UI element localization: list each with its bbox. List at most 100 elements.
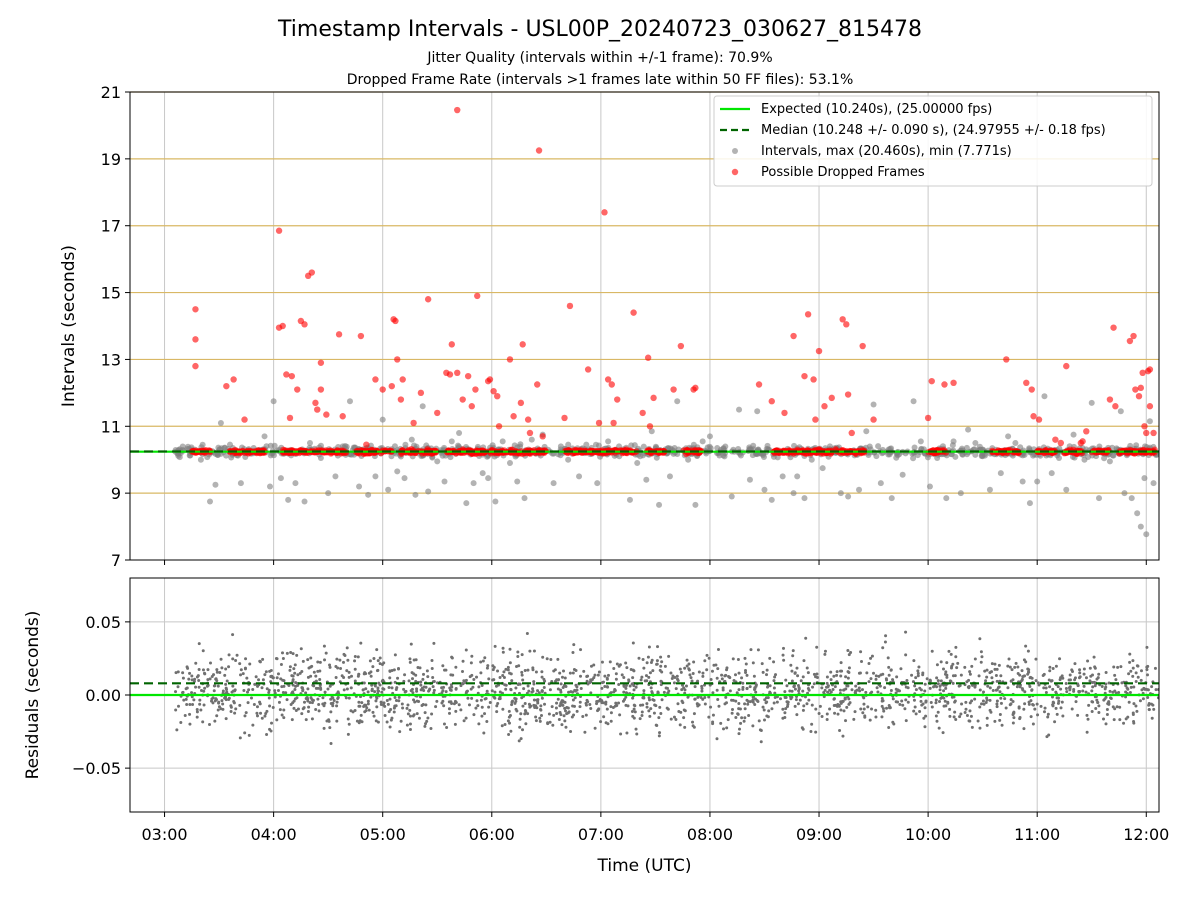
residual-point [1056, 685, 1060, 689]
residual-point [933, 684, 937, 688]
residual-point [766, 715, 770, 719]
residual-point [242, 688, 246, 692]
residual-point [440, 701, 444, 705]
residual-point [508, 661, 512, 665]
residual-point [1064, 681, 1068, 685]
interval-point-51 [565, 456, 572, 463]
dropped-point-6 [275, 227, 283, 234]
residual-point [985, 696, 989, 700]
residual-point [1065, 690, 1069, 694]
residual-point [949, 652, 953, 656]
residual-point [277, 700, 281, 704]
residual-point [1146, 673, 1150, 677]
residual-point [430, 659, 434, 663]
residual-point [408, 722, 412, 726]
residual-point [895, 675, 899, 679]
dropped-point-87 [812, 416, 819, 423]
residual-point [420, 704, 424, 708]
residual-point [1117, 691, 1121, 695]
residual-point [1125, 686, 1129, 690]
residual-point [860, 688, 864, 692]
interval-point-44 [506, 460, 513, 467]
residual-point [493, 644, 497, 648]
residual-point [314, 708, 318, 712]
residual-point [924, 700, 928, 704]
residual-point [197, 678, 201, 682]
residual-point [317, 709, 321, 713]
residual-point [934, 701, 938, 705]
residual-point [839, 674, 843, 678]
residual-point [913, 705, 917, 709]
residual-point [1132, 685, 1136, 689]
residual-point [270, 721, 274, 725]
residual-point [923, 706, 927, 710]
residual-point [1097, 711, 1101, 715]
dropped-point-119 [1135, 393, 1143, 400]
residual-point [442, 704, 446, 708]
residual-point [717, 704, 721, 708]
residual-point [801, 675, 805, 679]
residual-point [508, 671, 512, 675]
residual-point [916, 671, 920, 675]
residual-point [552, 713, 556, 717]
residual-point [490, 689, 494, 693]
residual-point [685, 658, 689, 662]
interval-point-88 [877, 480, 884, 487]
residual-point [1030, 688, 1034, 692]
dropped-point-103 [1028, 386, 1035, 393]
residual-point [323, 701, 327, 705]
residual-point [1011, 699, 1015, 703]
residual-point [592, 663, 596, 667]
residual-point [968, 670, 972, 674]
interval-point-22 [346, 398, 353, 405]
residual-point [663, 664, 667, 668]
dropped-point-17 [312, 399, 319, 407]
dropped-point-93 [844, 391, 852, 398]
residual-point [260, 716, 264, 720]
dropped-point-92 [843, 321, 850, 328]
residual-point [569, 730, 573, 734]
residual-point [496, 683, 500, 687]
residual-point [857, 671, 861, 675]
residual-point [329, 697, 333, 701]
residual-point [786, 700, 790, 704]
residual-point [329, 741, 333, 745]
residual-point [647, 696, 651, 700]
residual-point [215, 668, 219, 672]
residual-point [867, 680, 871, 684]
dropped-point-94 [848, 429, 855, 437]
residual-point [716, 647, 720, 651]
interval-point-5 [212, 481, 219, 488]
residual-point [703, 683, 707, 687]
residual-point [841, 699, 845, 703]
interval-point-95 [943, 495, 950, 502]
interval-point [764, 442, 771, 449]
legend-entry-2: Intervals, max (20.460s), min (7.771s) [761, 144, 1012, 159]
dropped-point-27 [379, 386, 386, 393]
residual-point [520, 670, 524, 674]
residual-point [858, 689, 862, 693]
residual-point [772, 679, 776, 683]
residual-point [536, 701, 540, 705]
dropped-point-89 [821, 403, 828, 410]
interval-point [671, 445, 678, 452]
residual-point [1076, 713, 1080, 717]
residual-point [741, 681, 745, 685]
residual-point [943, 672, 947, 676]
residual-point [255, 714, 259, 718]
residual-point [264, 670, 268, 674]
residual-point [790, 669, 794, 673]
residual-point [747, 714, 751, 718]
residual-point [485, 689, 489, 693]
residual-point [599, 720, 603, 724]
residual-point [1096, 676, 1100, 680]
residual-point [651, 698, 655, 702]
residual-point [1132, 721, 1136, 725]
residual-point [597, 670, 601, 674]
residual-point [770, 707, 774, 711]
residual-point [684, 684, 688, 688]
residual-point [990, 662, 994, 666]
residual-point [1000, 723, 1004, 727]
residual-point [1146, 664, 1150, 668]
dropped-point-37 [434, 409, 441, 417]
